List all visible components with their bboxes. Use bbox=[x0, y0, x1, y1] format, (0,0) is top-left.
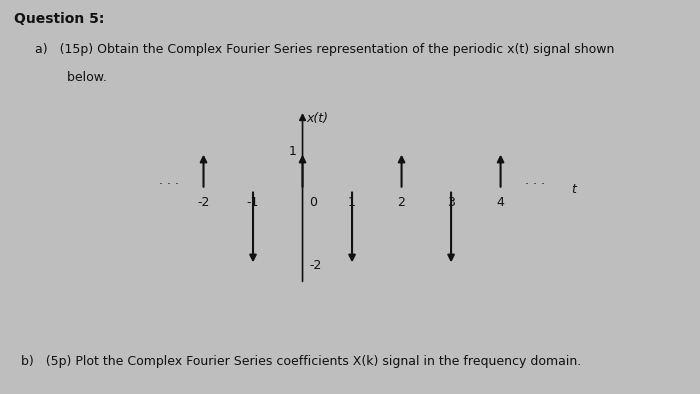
Text: . . .: . . . bbox=[525, 174, 545, 187]
Text: a)   (15p) Obtain the Complex Fourier Series representation of the periodic x(t): a) (15p) Obtain the Complex Fourier Seri… bbox=[35, 43, 615, 56]
Text: 2: 2 bbox=[398, 196, 405, 209]
Text: -2: -2 bbox=[309, 259, 321, 272]
Text: 3: 3 bbox=[447, 196, 455, 209]
Text: 4: 4 bbox=[496, 196, 505, 209]
Text: Question 5:: Question 5: bbox=[14, 12, 104, 26]
Text: -2: -2 bbox=[197, 196, 210, 209]
Text: t: t bbox=[571, 183, 576, 196]
Text: . . .: . . . bbox=[159, 174, 179, 187]
Text: x(t): x(t) bbox=[307, 112, 328, 125]
Text: b)   (5p) Plot the Complex Fourier Series coefficients X(k) signal in the freque: b) (5p) Plot the Complex Fourier Series … bbox=[21, 355, 581, 368]
Text: below.: below. bbox=[35, 71, 107, 84]
Text: -1: -1 bbox=[247, 196, 259, 209]
Text: 1: 1 bbox=[348, 196, 356, 209]
Text: 1: 1 bbox=[288, 145, 296, 158]
Text: 0: 0 bbox=[309, 196, 317, 209]
